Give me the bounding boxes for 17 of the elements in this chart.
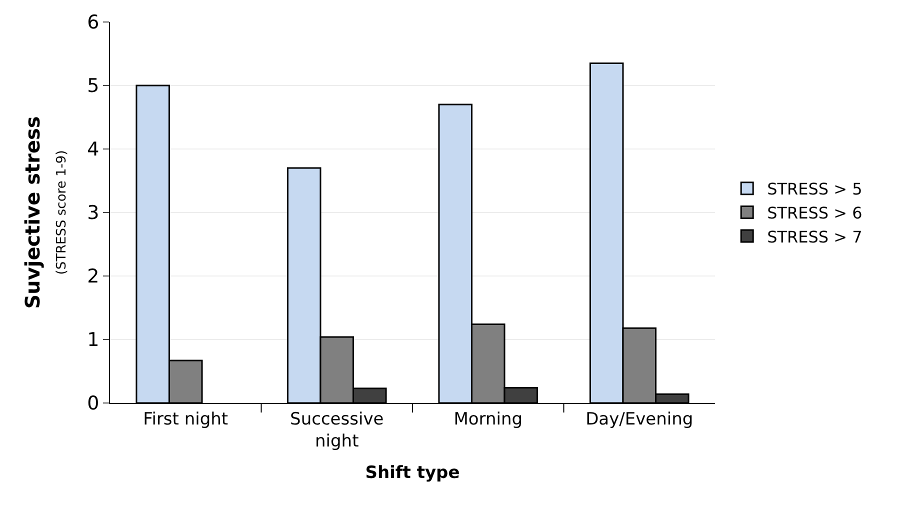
y-tick-label: 3 xyxy=(87,202,100,224)
y-tick-label: 0 xyxy=(87,392,100,415)
text: (STRESS score 1-9) xyxy=(54,150,70,275)
y-tick-label: 4 xyxy=(87,138,100,161)
y-tick-label: 2 xyxy=(87,266,100,288)
x-tick-label: Successive night xyxy=(290,409,384,452)
x-tick-label: First night xyxy=(143,409,228,430)
x-tick-label: Day/Evening xyxy=(586,409,694,430)
legend-label: STRESS > 5 xyxy=(767,180,862,199)
y-axis-title: Suvjective stress xyxy=(20,116,45,309)
legend-label: STRESS > 7 xyxy=(767,227,862,246)
x-axis-title: Shift type xyxy=(365,462,460,483)
y-tick-label: 5 xyxy=(87,75,100,98)
y-tick-label: 1 xyxy=(87,329,100,352)
x-tick-label: Morning xyxy=(454,409,523,430)
legend-label: STRESS > 6 xyxy=(767,203,862,222)
y-tick-label: 6 xyxy=(87,12,100,34)
